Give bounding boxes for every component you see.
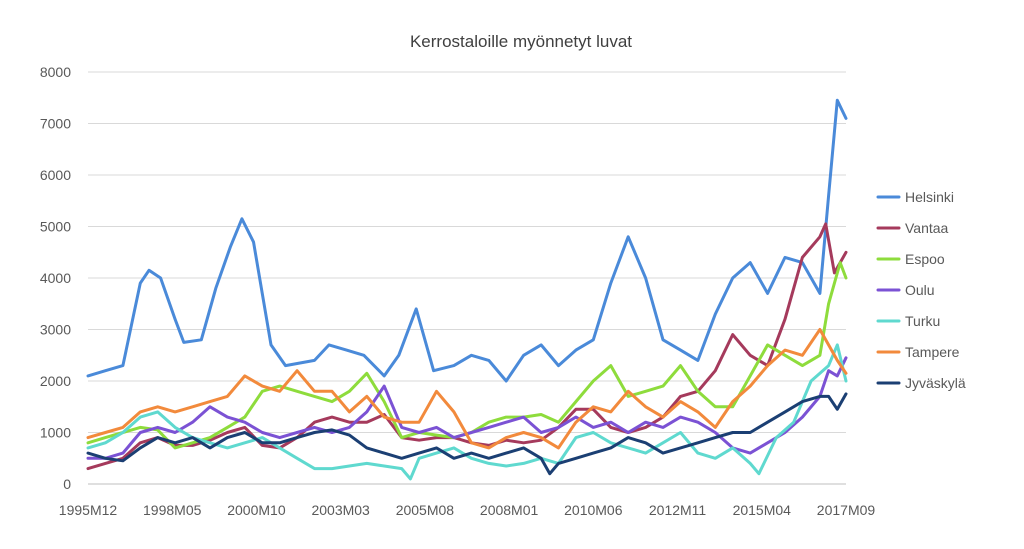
legend-label: Espoo: [905, 251, 945, 267]
x-tick-label: 2015M04: [733, 502, 792, 518]
series-line-espoo: [86, 261, 848, 450]
y-tick-label: 0: [63, 476, 71, 492]
y-tick-label: 6000: [40, 167, 71, 183]
y-tick-label: 3000: [40, 322, 71, 338]
series-line-oulu: [86, 356, 848, 460]
x-tick-label: 1995M12: [59, 502, 118, 518]
series-line-tampere: [86, 328, 848, 450]
x-tick-label: 2008M01: [480, 502, 539, 518]
y-tick-label: 5000: [40, 219, 71, 235]
y-tick-label: 8000: [40, 64, 71, 80]
chart-title: Kerrostaloille myönnetyt luvat: [410, 32, 632, 51]
legend-label: Oulu: [905, 282, 935, 298]
x-tick-label: 2017M09: [817, 502, 876, 518]
x-tick-label: 1998M05: [143, 502, 202, 518]
series-line-jyväskylä: [86, 392, 848, 476]
x-tick-label: 2000M10: [227, 502, 286, 518]
x-tick-label: 2005M08: [396, 502, 455, 518]
series-line-helsinki: [86, 98, 848, 383]
y-tick-label: 2000: [40, 373, 71, 389]
y-tick-label: 4000: [40, 270, 71, 286]
y-tick-label: 1000: [40, 425, 71, 441]
x-tick-label: 2003M03: [311, 502, 370, 518]
series-lines: [86, 98, 848, 481]
y-axis: 0 1000 2000 3000 4000 5000 6000 7000 8000: [40, 64, 71, 492]
x-tick-label: 2010M06: [564, 502, 623, 518]
legend-label: Vantaa: [905, 220, 949, 236]
x-tick-label: 2012M11: [649, 502, 707, 518]
legend-label: Helsinki: [905, 189, 954, 205]
legend-label: Jyväskylä: [905, 375, 966, 391]
gridlines: [88, 71, 846, 485]
legend-label: Tampere: [905, 344, 960, 360]
legend-label: Turku: [905, 313, 940, 329]
x-axis: 1995M12 1998M05 2000M10 2003M03 2005M08 2008M…: [59, 502, 876, 518]
series-line-turku: [86, 343, 848, 481]
y-tick-label: 7000: [40, 116, 71, 132]
legend: Helsinki Vantaa Espoo Oulu Turku Tampere Jyväs…: [876, 189, 966, 391]
